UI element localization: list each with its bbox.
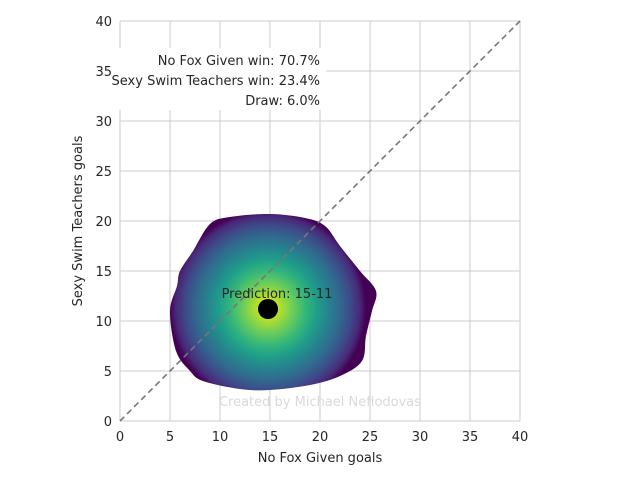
x-tick-label: 30 xyxy=(412,430,429,445)
x-axis-ticks: 0 5 10 15 20 25 30 35 40 xyxy=(116,430,528,445)
x-tick-label: 15 xyxy=(262,430,279,445)
y-axis-ticks: 0 5 10 15 20 25 30 35 40 xyxy=(95,15,112,430)
x-tick-label: 20 xyxy=(312,430,329,445)
y-tick-label: 5 xyxy=(104,365,112,380)
x-tick-label: 40 xyxy=(512,430,529,445)
win-probability-box: No Fox Given win: 70.7% Sexy Swim Teache… xyxy=(94,48,326,110)
away-win-probability: Sexy Swim Teachers win: 23.4% xyxy=(112,74,320,89)
x-tick-label: 25 xyxy=(362,430,379,445)
home-win-probability: No Fox Given win: 70.7% xyxy=(158,54,320,69)
x-tick-label: 0 xyxy=(116,430,124,445)
y-tick-label: 25 xyxy=(95,165,112,180)
watermark: Created by Michael Nefiodovas xyxy=(219,395,421,410)
draw-probability: Draw: 6.0% xyxy=(245,94,320,109)
y-tick-label: 0 xyxy=(104,415,112,430)
info-box-background xyxy=(94,48,326,110)
diagonal-line xyxy=(119,20,521,422)
y-tick-label: 30 xyxy=(95,115,112,130)
x-tick-label: 35 xyxy=(462,430,479,445)
y-tick-label: 10 xyxy=(95,315,112,330)
y-tick-label: 15 xyxy=(95,265,112,280)
y-tick-label: 20 xyxy=(95,215,112,230)
y-tick-label: 35 xyxy=(95,65,112,80)
prediction-label: Prediction: 15-11 xyxy=(222,287,333,302)
x-tick-label: 5 xyxy=(166,430,174,445)
x-axis-label: No Fox Given goals xyxy=(258,451,383,466)
y-tick-label: 40 xyxy=(95,15,112,30)
y-axis-label: Sexy Swim Teachers goals xyxy=(71,135,86,306)
prediction-point xyxy=(258,299,278,319)
x-tick-label: 10 xyxy=(212,430,229,445)
